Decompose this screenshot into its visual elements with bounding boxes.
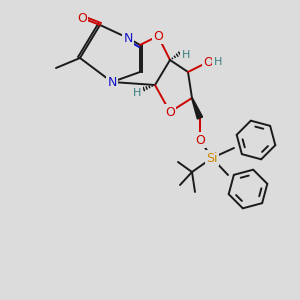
- Text: N: N: [123, 32, 133, 44]
- Text: O: O: [153, 29, 163, 43]
- Text: O: O: [77, 11, 87, 25]
- Polygon shape: [192, 98, 203, 119]
- Text: Si: Si: [206, 152, 218, 164]
- Text: O: O: [165, 106, 175, 118]
- Text: H: H: [133, 88, 141, 98]
- Text: O: O: [195, 134, 205, 146]
- Text: O: O: [203, 56, 213, 68]
- Text: H: H: [182, 50, 190, 60]
- Text: N: N: [107, 76, 117, 88]
- Text: H: H: [214, 57, 222, 67]
